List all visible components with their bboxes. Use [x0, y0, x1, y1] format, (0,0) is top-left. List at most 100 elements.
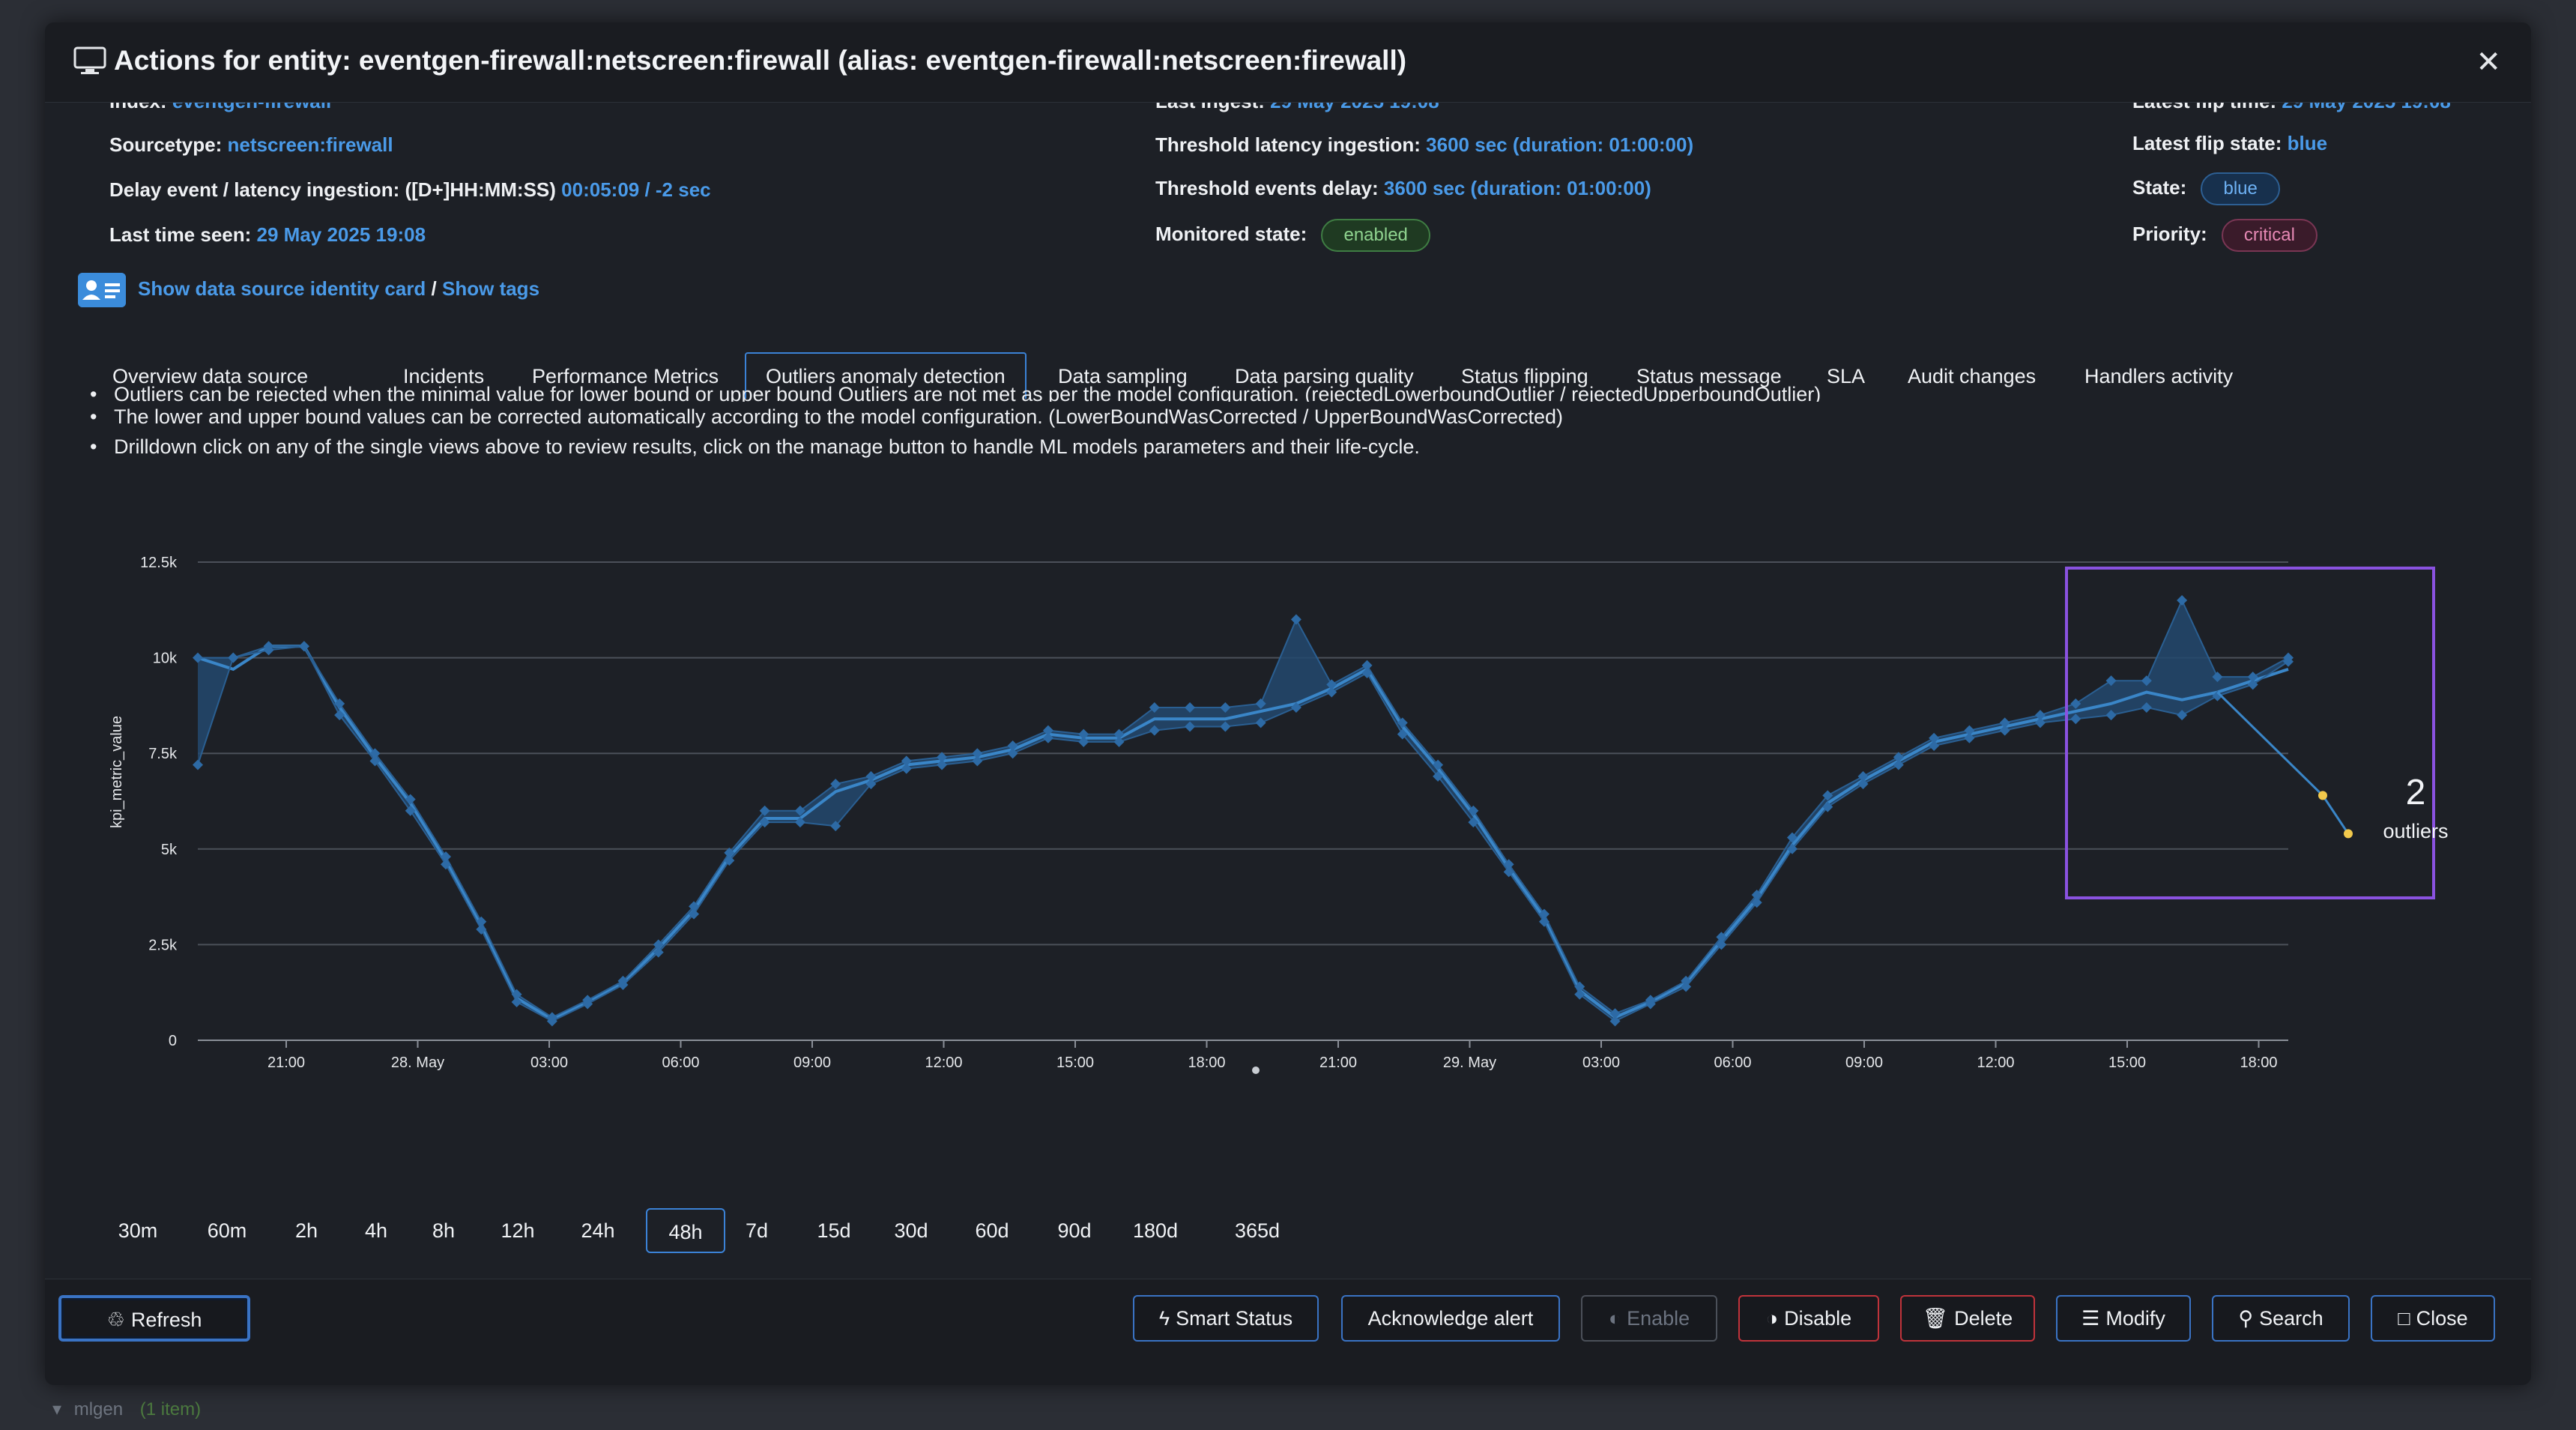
time-range-90d[interactable]: 90d: [1057, 1219, 1092, 1242]
data-point[interactable]: [2212, 672, 2223, 683]
time-range-7d[interactable]: 7d: [745, 1219, 769, 1242]
data-point[interactable]: [689, 908, 700, 920]
data-point[interactable]: [405, 794, 416, 805]
data-point[interactable]: [1042, 725, 1053, 736]
time-range-12h[interactable]: 12h: [501, 1219, 535, 1242]
data-point[interactable]: [794, 805, 805, 816]
data-point[interactable]: [476, 923, 487, 935]
data-point[interactable]: [830, 779, 841, 790]
data-point[interactable]: [1326, 679, 1337, 690]
data-point[interactable]: [1149, 702, 1160, 713]
data-point[interactable]: [1149, 725, 1160, 736]
data-point[interactable]: [263, 641, 274, 652]
data-point[interactable]: [830, 821, 841, 832]
identity-card-icon[interactable]: [78, 273, 126, 307]
data-point[interactable]: [441, 851, 452, 863]
search-button[interactable]: ⚲ Search: [2212, 1295, 2350, 1342]
tab-sla[interactable]: SLA: [1827, 365, 1866, 387]
data-point[interactable]: [1999, 725, 2010, 736]
time-range-15d[interactable]: 15d: [817, 1219, 851, 1242]
data-point[interactable]: [1893, 752, 1904, 763]
data-point[interactable]: [1751, 890, 1762, 901]
data-point[interactable]: [1042, 732, 1053, 743]
data-point[interactable]: [1786, 832, 1798, 843]
data-point[interactable]: [1433, 770, 1444, 782]
data-point[interactable]: [1361, 660, 1373, 671]
data-point[interactable]: [1929, 740, 1940, 751]
data-point[interactable]: [1822, 801, 1833, 812]
data-point[interactable]: [724, 855, 735, 866]
threshold-delay-value[interactable]: 3600 sec (duration: 01:00:00): [1383, 177, 1651, 199]
background-group-header[interactable]: ▾ mlgen (1 item): [52, 1399, 201, 1420]
show-tags-link[interactable]: Show tags: [442, 277, 540, 300]
data-point[interactable]: [1361, 668, 1373, 679]
data-point[interactable]: [1007, 748, 1018, 759]
data-point[interactable]: [1857, 779, 1869, 790]
data-point[interactable]: [937, 752, 948, 763]
refresh-button[interactable]: ♲ Refresh: [58, 1295, 250, 1342]
data-point[interactable]: [794, 817, 805, 828]
data-point[interactable]: [1255, 698, 1266, 709]
data-point[interactable]: [2247, 679, 2258, 690]
time-range-60m[interactable]: 60m: [207, 1219, 247, 1242]
data-point[interactable]: [2034, 710, 2046, 721]
data-point[interactable]: [937, 759, 948, 770]
data-point[interactable]: [1822, 790, 1833, 801]
data-point[interactable]: [228, 652, 239, 663]
data-point[interactable]: [1503, 866, 1514, 878]
data-point[interactable]: [2070, 698, 2081, 709]
data-point[interactable]: [298, 641, 309, 652]
data-point[interactable]: [546, 1012, 557, 1023]
data-point[interactable]: [972, 748, 983, 759]
pagination-dot[interactable]: [1252, 1067, 1260, 1074]
data-point[interactable]: [1716, 939, 1727, 950]
data-point[interactable]: [1326, 687, 1337, 698]
threshold-latency-value[interactable]: 3600 sec (duration: 01:00:00): [1426, 133, 1694, 156]
data-point[interactable]: [2105, 710, 2117, 721]
data-point[interactable]: [1503, 859, 1514, 870]
outlier-highlight-box[interactable]: [2065, 567, 2435, 899]
time-range-4h[interactable]: 4h: [364, 1219, 388, 1242]
data-point[interactable]: [2141, 675, 2152, 687]
data-point[interactable]: [1893, 759, 1904, 770]
data-point[interactable]: [1468, 817, 1479, 828]
smart-status-button[interactable]: ϟ Smart Status: [1133, 1295, 1319, 1342]
data-point[interactable]: [334, 698, 345, 709]
data-point[interactable]: [2177, 595, 2188, 606]
tab-audit-changes[interactable]: Audit changes: [1908, 365, 2037, 387]
data-point[interactable]: [653, 947, 664, 958]
data-point[interactable]: [1574, 981, 1585, 992]
data-point[interactable]: [1220, 721, 1231, 732]
data-point[interactable]: [1290, 702, 1301, 713]
data-point[interactable]: [1433, 759, 1444, 770]
modify-button[interactable]: ☰ Modify: [2056, 1295, 2191, 1342]
data-point[interactable]: [1681, 981, 1692, 992]
data-point[interactable]: [2247, 672, 2258, 683]
data-point[interactable]: [193, 759, 203, 770]
data-point[interactable]: [689, 901, 700, 912]
data-point[interactable]: [476, 916, 487, 927]
time-range-365d[interactable]: 365d: [1234, 1219, 1281, 1242]
data-point[interactable]: [1786, 843, 1798, 854]
data-point[interactable]: [759, 805, 770, 816]
data-point[interactable]: [1609, 1008, 1621, 1019]
data-point[interactable]: [441, 859, 452, 870]
data-point[interactable]: [1078, 728, 1089, 740]
data-point[interactable]: [1078, 736, 1089, 747]
data-point[interactable]: [1113, 728, 1125, 740]
data-point[interactable]: [2283, 652, 2294, 663]
time-range-8h[interactable]: 8h: [432, 1219, 456, 1242]
data-point[interactable]: [582, 995, 593, 1006]
time-range-60d[interactable]: 60d: [975, 1219, 1009, 1242]
data-point[interactable]: [617, 975, 629, 986]
data-point[interactable]: [1999, 717, 2010, 728]
time-range-30d[interactable]: 30d: [894, 1219, 928, 1242]
data-point[interactable]: [1290, 614, 1301, 625]
data-point[interactable]: [2177, 710, 2188, 721]
time-range-30m[interactable]: 30m: [118, 1219, 158, 1242]
data-point[interactable]: [2070, 714, 2081, 725]
data-point[interactable]: [1397, 717, 1408, 728]
data-point[interactable]: [1964, 725, 1975, 736]
data-point[interactable]: [1609, 1016, 1621, 1027]
data-point[interactable]: [724, 847, 735, 858]
